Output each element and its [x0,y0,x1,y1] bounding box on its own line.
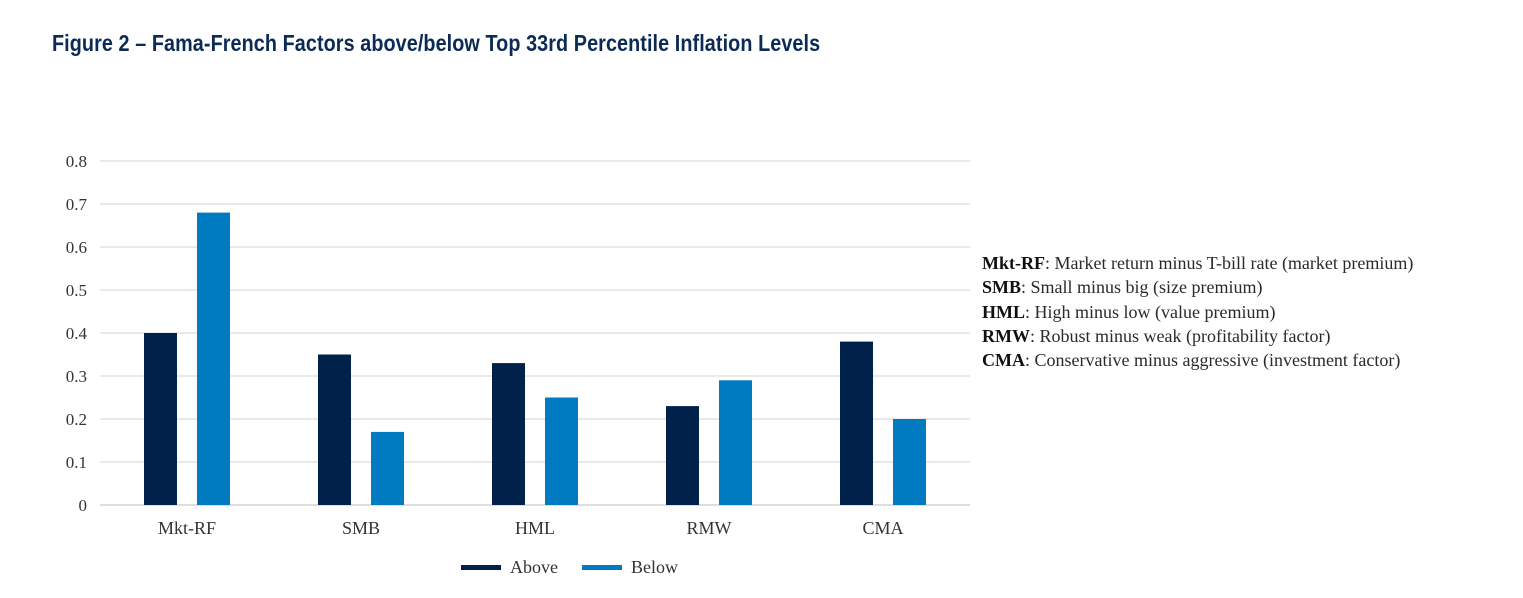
y-tick-label: 0.2 [66,410,87,429]
x-axis-tick-labels: Mkt-RF SMB HML RMW CMA [158,518,904,538]
legend-swatch-above [461,565,501,570]
legend-swatch-below [582,565,622,570]
bar-above-rmw [666,406,699,505]
bar-above-hml [492,363,525,505]
definition-rmw: RMW: Robust minus weak (profitability fa… [982,324,1413,348]
definition-abbr: HML [982,301,1025,322]
definition-abbr: SMB [982,277,1022,298]
y-tick-label: 0.1 [66,453,87,472]
definition-text: : High minus low (value premium) [1025,301,1276,322]
bar-below-smb [371,431,404,505]
y-tick-label: 0.4 [66,324,88,343]
definition-text: : Robust minus weak (profitability facto… [1030,325,1331,346]
definition-abbr: RMW [982,325,1030,346]
figure-title: Figure 2 – Fama-French Factors above/bel… [52,30,821,56]
x-tick-label: SMB [342,518,380,538]
x-tick-label: RMW [687,518,732,538]
definition-abbr: CMA [982,350,1025,371]
bar-below-cma [893,419,926,505]
gridlines [100,160,970,506]
factor-definitions: Mkt-RF: Market return minus T-bill rate … [982,251,1413,372]
y-tick-label: 0.8 [66,152,87,171]
definition-smb: SMB: Small minus big (size premium) [982,275,1413,299]
legend-label-below: Below [631,557,678,577]
y-tick-label: 0.7 [66,195,88,214]
definition-text: : Conservative minus aggressive (investm… [1025,350,1401,371]
bar-above-cma [840,341,873,505]
bar-above-smb [318,354,351,505]
definition-hml: HML: High minus low (value premium) [982,300,1413,324]
bars [144,212,926,505]
bar-below-mkt-rf [197,212,230,505]
x-tick-label: HML [515,518,555,538]
legend: Above Below [461,557,678,577]
definition-cma: CMA: Conservative minus aggressive (inve… [982,348,1413,372]
legend-label-above: Above [510,557,558,577]
y-tick-label: 0.3 [66,367,87,386]
definition-text: : Small minus big (size premium) [1021,277,1263,298]
bar-above-mkt-rf [144,333,177,505]
bar-below-rmw [719,380,752,505]
definition-mkt-rf: Mkt-RF: Market return minus T-bill rate … [982,251,1413,275]
y-tick-label: 0.5 [66,281,87,300]
definition-text: : Market return minus T-bill rate (marke… [1044,253,1414,273]
y-axis-tick-labels: 0 0.1 0.2 0.3 0.4 0.5 0.6 0.7 0.8 [66,152,88,515]
y-tick-label: 0.6 [66,238,87,257]
bar-below-hml [545,397,578,505]
y-tick-label: 0 [79,496,88,515]
x-tick-label: CMA [862,518,903,538]
x-tick-label: Mkt-RF [158,518,216,538]
definition-abbr: Mkt-RF [982,253,1045,273]
